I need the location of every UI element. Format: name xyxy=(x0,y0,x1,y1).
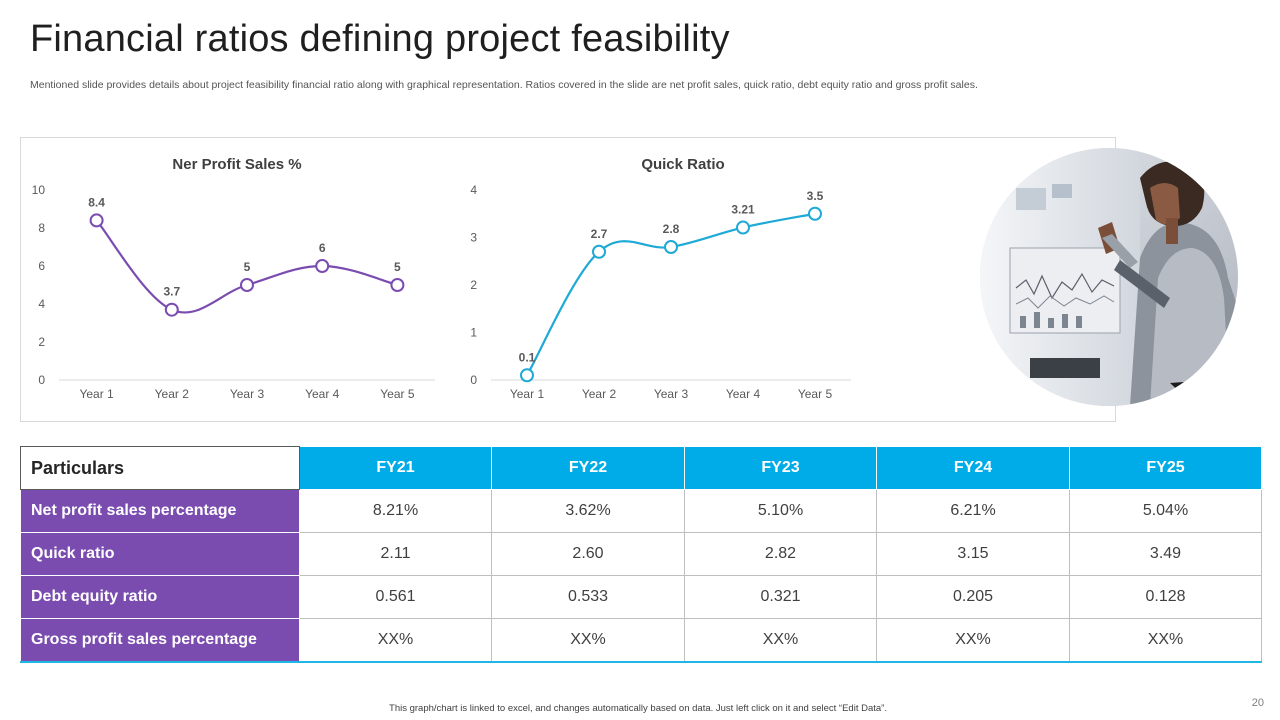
header-particulars: Particulars xyxy=(20,446,300,490)
financial-ratios-table: Particulars FY21 FY22 FY23 FY24 FY25 Net… xyxy=(20,446,1262,663)
table-row: Quick ratio 2.11 2.60 2.82 3.15 3.49 xyxy=(20,532,1262,576)
chart-title: Quick Ratio xyxy=(641,156,724,173)
data-label: 2.8 xyxy=(663,222,680,236)
table-cell: XX% xyxy=(684,618,877,663)
quick-ratio-chart[interactable]: Quick Ratio 0 1 2 3 4 Year 1 Year 2 Year 3 Year 4… xyxy=(461,138,881,423)
table-cell: 0.128 xyxy=(1069,575,1262,619)
table-cell: XX% xyxy=(491,618,685,663)
data-point xyxy=(89,213,104,228)
y-tick-label: 10 xyxy=(32,183,46,197)
net-profit-sales-chart[interactable]: Ner Profit Sales % 0 2 4 6 8 10 Year 1 Year 2 Yea… xyxy=(21,138,441,423)
data-point xyxy=(390,278,405,292)
y-tick-label: 3 xyxy=(470,231,477,245)
data-point xyxy=(808,206,822,221)
table-cell: 3.62% xyxy=(491,489,685,533)
x-tick-label: Year 3 xyxy=(230,387,265,401)
table-cell: 3.15 xyxy=(876,532,1070,576)
table-cell: 0.533 xyxy=(491,575,685,619)
table-cell: XX% xyxy=(876,618,1070,663)
data-point xyxy=(240,278,254,292)
y-tick-label: 2 xyxy=(470,278,477,292)
table-cell: 5.10% xyxy=(684,489,877,533)
data-label: 3.5 xyxy=(807,189,824,203)
data-label: 5 xyxy=(394,260,401,274)
table-header-row: Particulars FY21 FY22 FY23 FY24 FY25 xyxy=(20,446,1262,490)
table-cell: 6.21% xyxy=(876,489,1070,533)
y-tick-label: 0 xyxy=(470,373,477,387)
table-cell: 5.04% xyxy=(1069,489,1262,533)
x-tick-label: Year 3 xyxy=(654,387,689,401)
x-tick-label: Year 4 xyxy=(305,387,340,401)
data-label: 6 xyxy=(319,241,326,255)
chart-panel: Ner Profit Sales % 0 2 4 6 8 10 Year 1 Year 2 Yea… xyxy=(20,137,1116,422)
table-cell: 3.49 xyxy=(1069,532,1262,576)
slide-subtitle: Mentioned slide provides details about p… xyxy=(30,79,978,91)
x-tick-label: Year 1 xyxy=(79,387,114,401)
chart-title: Ner Profit Sales % xyxy=(172,156,301,173)
table-cell: 0.321 xyxy=(684,575,877,619)
y-tick-label: 2 xyxy=(38,335,45,349)
page-number: 20 xyxy=(1251,697,1264,709)
table-cell: XX% xyxy=(1069,618,1262,663)
y-tick-label: 1 xyxy=(470,326,477,340)
y-tick-label: 8 xyxy=(38,221,45,235)
data-label: 2.7 xyxy=(591,227,608,241)
series-line xyxy=(526,212,816,376)
header-fy24: FY24 xyxy=(876,446,1070,490)
y-tick-label: 4 xyxy=(470,183,477,197)
row-label-gross-profit: Gross profit sales percentage xyxy=(20,618,300,663)
data-point xyxy=(520,368,534,383)
y-tick-label: 6 xyxy=(38,259,45,273)
table-cell: XX% xyxy=(299,618,492,663)
data-point xyxy=(315,259,330,273)
y-tick-label: 4 xyxy=(38,297,45,311)
row-label-quick-ratio: Quick ratio xyxy=(20,532,300,576)
table-row: Gross profit sales percentage XX% XX% XX… xyxy=(20,618,1262,663)
table-cell: 2.11 xyxy=(299,532,492,576)
photo-woman-with-tablet-icon xyxy=(980,148,1238,406)
table-cell: 2.60 xyxy=(491,532,685,576)
slide-title: Financial ratios defining project feasib… xyxy=(30,18,730,60)
row-label-debt-equity: Debt equity ratio xyxy=(20,575,300,619)
x-tick-label: Year 2 xyxy=(155,387,190,401)
x-tick-label: Year 1 xyxy=(510,387,545,401)
series-line xyxy=(95,219,398,314)
data-label: 3.21 xyxy=(731,203,755,217)
x-tick-label: Year 4 xyxy=(726,387,761,401)
footnote: This graph/chart is linked to excel, and… xyxy=(0,703,1280,714)
data-label: 8.4 xyxy=(88,195,105,209)
row-label-net-profit: Net profit sales percentage xyxy=(20,489,300,533)
y-tick-label: 0 xyxy=(38,373,45,387)
footnote-text: This graph/chart is linked to excel, and… xyxy=(389,703,887,714)
table-row: Net profit sales percentage 8.21% 3.62% … xyxy=(20,489,1262,533)
data-label: 0.1 xyxy=(519,350,536,364)
table-row: Debt equity ratio 0.561 0.533 0.321 0.20… xyxy=(20,575,1262,619)
table-cell: 0.561 xyxy=(299,575,492,619)
header-fy22: FY22 xyxy=(491,446,685,490)
data-point xyxy=(164,302,179,317)
header-fy23: FY23 xyxy=(684,446,877,490)
data-label: 5 xyxy=(244,260,251,274)
x-tick-label: Year 2 xyxy=(582,387,617,401)
table-cell: 0.205 xyxy=(876,575,1070,619)
x-tick-label: Year 5 xyxy=(798,387,833,401)
data-point xyxy=(736,220,750,235)
data-label: 3.7 xyxy=(163,285,180,299)
table-cell: 2.82 xyxy=(684,532,877,576)
data-point xyxy=(664,240,678,254)
header-fy21: FY21 xyxy=(299,446,492,490)
header-fy25: FY25 xyxy=(1069,446,1262,490)
x-tick-label: Year 5 xyxy=(380,387,415,401)
data-point xyxy=(592,244,606,259)
table-cell: 8.21% xyxy=(299,489,492,533)
